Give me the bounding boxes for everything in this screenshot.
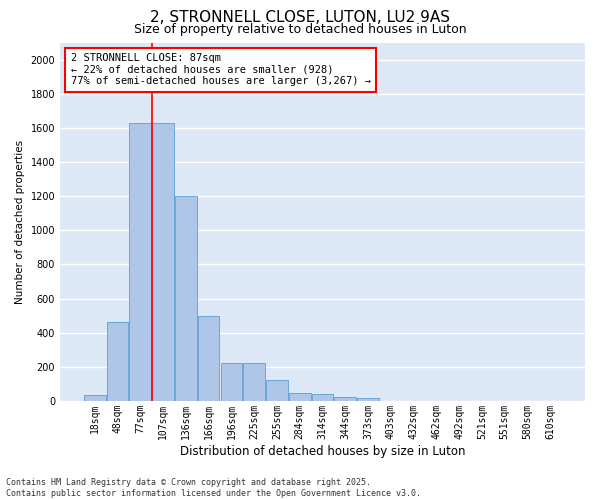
Bar	[175, 196, 197, 401]
Text: 2, STRONNELL CLOSE, LUTON, LU2 9AS: 2, STRONNELL CLOSE, LUTON, LU2 9AS	[150, 10, 450, 25]
Text: 2 STRONNELL CLOSE: 87sqm
← 22% of detached houses are smaller (928)
77% of semi-: 2 STRONNELL CLOSE: 87sqm ← 22% of detach…	[71, 54, 371, 86]
Bar	[312, 394, 334, 401]
Bar	[357, 398, 379, 401]
Text: Contains HM Land Registry data © Crown copyright and database right 2025.
Contai: Contains HM Land Registry data © Crown c…	[6, 478, 421, 498]
X-axis label: Distribution of detached houses by size in Luton: Distribution of detached houses by size …	[180, 444, 465, 458]
Bar	[266, 380, 288, 401]
Text: Size of property relative to detached houses in Luton: Size of property relative to detached ho…	[134, 22, 466, 36]
Bar	[152, 122, 174, 401]
Bar	[107, 322, 128, 401]
Bar	[334, 396, 356, 401]
Bar	[221, 364, 242, 401]
Y-axis label: Number of detached properties: Number of detached properties	[15, 140, 25, 304]
Bar	[130, 122, 151, 401]
Bar	[198, 316, 220, 401]
Bar	[244, 364, 265, 401]
Bar	[84, 395, 106, 401]
Bar	[289, 392, 311, 401]
